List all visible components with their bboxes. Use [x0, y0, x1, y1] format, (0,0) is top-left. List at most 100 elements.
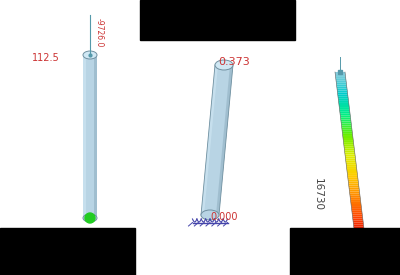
Polygon shape [341, 122, 351, 123]
Polygon shape [354, 233, 365, 235]
Polygon shape [350, 194, 360, 196]
Polygon shape [339, 103, 349, 105]
Polygon shape [349, 185, 359, 188]
Polygon shape [336, 80, 346, 82]
Polygon shape [340, 115, 350, 117]
Polygon shape [338, 95, 348, 97]
Bar [83, 55, 97, 218]
Polygon shape [340, 117, 351, 119]
Polygon shape [343, 138, 353, 140]
Polygon shape [349, 188, 359, 189]
Polygon shape [343, 136, 353, 138]
Polygon shape [336, 82, 346, 84]
Polygon shape [339, 107, 350, 109]
Ellipse shape [83, 51, 97, 59]
Polygon shape [342, 128, 352, 130]
Polygon shape [351, 204, 361, 206]
Polygon shape [342, 134, 353, 136]
Polygon shape [350, 196, 360, 198]
Polygon shape [354, 225, 364, 227]
Polygon shape [341, 119, 351, 122]
Polygon shape [347, 173, 358, 175]
Polygon shape [337, 90, 348, 93]
Polygon shape [346, 161, 356, 163]
Polygon shape [351, 206, 362, 208]
Bar [290, 228, 400, 275]
Text: -9726.0: -9726.0 [95, 18, 104, 47]
Polygon shape [342, 126, 352, 128]
Polygon shape [353, 218, 363, 221]
Polygon shape [348, 177, 358, 179]
Polygon shape [344, 146, 354, 148]
Bar [83, 55, 86, 218]
Polygon shape [340, 113, 350, 115]
Polygon shape [350, 192, 360, 194]
Polygon shape [345, 152, 355, 155]
Ellipse shape [201, 210, 219, 220]
Polygon shape [348, 181, 358, 183]
Polygon shape [351, 202, 361, 204]
Polygon shape [354, 231, 364, 233]
Polygon shape [352, 208, 362, 210]
Polygon shape [346, 163, 356, 165]
Polygon shape [348, 175, 358, 177]
Polygon shape [338, 101, 349, 103]
Polygon shape [352, 210, 362, 212]
Text: 0.373: 0.373 [218, 57, 250, 67]
Bar [140, 0, 295, 40]
Polygon shape [216, 65, 233, 215]
Polygon shape [352, 212, 362, 214]
Polygon shape [335, 74, 346, 76]
Polygon shape [201, 65, 233, 215]
Polygon shape [344, 144, 354, 146]
Polygon shape [338, 93, 348, 95]
Circle shape [356, 233, 364, 241]
Polygon shape [201, 65, 218, 215]
Text: 112.5: 112.5 [32, 53, 60, 63]
Bar [94, 55, 97, 218]
Polygon shape [340, 109, 350, 111]
Polygon shape [336, 76, 346, 78]
Polygon shape [346, 165, 356, 167]
Polygon shape [345, 156, 356, 159]
Polygon shape [338, 99, 348, 101]
Polygon shape [341, 123, 352, 126]
Ellipse shape [83, 214, 97, 222]
Bar [0, 228, 135, 275]
Polygon shape [345, 155, 355, 156]
Polygon shape [347, 169, 357, 171]
Polygon shape [337, 89, 347, 90]
Polygon shape [344, 150, 355, 152]
Polygon shape [336, 84, 347, 86]
Text: 0.000: 0.000 [210, 212, 238, 222]
Polygon shape [336, 78, 346, 80]
Polygon shape [339, 105, 349, 107]
Polygon shape [344, 142, 354, 144]
Polygon shape [346, 167, 357, 169]
Polygon shape [352, 216, 363, 218]
Polygon shape [347, 171, 357, 173]
Polygon shape [350, 198, 360, 200]
Polygon shape [353, 221, 363, 222]
Polygon shape [342, 130, 352, 132]
Text: 16730: 16730 [313, 178, 323, 211]
Polygon shape [344, 148, 354, 150]
Polygon shape [352, 214, 362, 216]
Polygon shape [340, 111, 350, 113]
Ellipse shape [215, 60, 233, 70]
Circle shape [85, 213, 95, 223]
Polygon shape [343, 140, 354, 142]
Polygon shape [354, 229, 364, 231]
Polygon shape [348, 183, 359, 185]
Polygon shape [348, 179, 358, 181]
Polygon shape [349, 189, 360, 192]
Polygon shape [355, 235, 365, 237]
Polygon shape [338, 97, 348, 99]
Polygon shape [337, 86, 347, 89]
Polygon shape [350, 200, 361, 202]
Polygon shape [335, 72, 345, 74]
Polygon shape [354, 227, 364, 229]
Polygon shape [353, 222, 364, 225]
Polygon shape [346, 159, 356, 161]
Polygon shape [342, 132, 352, 134]
